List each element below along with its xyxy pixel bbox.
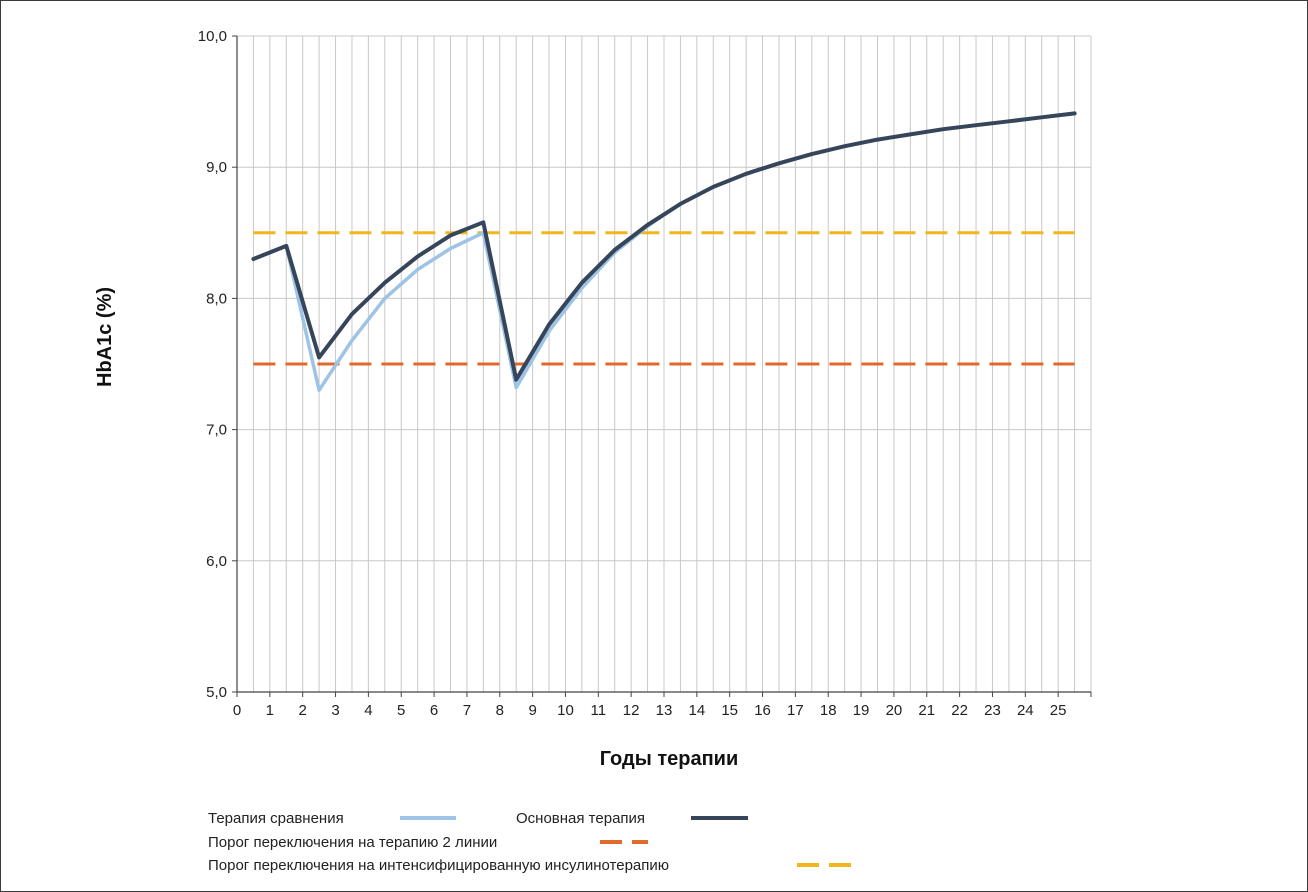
y-axis-title: HbA1c (%)	[94, 287, 116, 387]
x-tick-label: 13	[656, 702, 673, 719]
x-tick-label: 9	[528, 702, 536, 719]
x-tick-label: 22	[951, 702, 968, 719]
x-tick-label: 14	[689, 702, 706, 719]
x-tick-label: 4	[364, 702, 372, 719]
threshold-lines	[253, 231, 1075, 366]
x-tick-label: 16	[754, 702, 771, 719]
x-axis-title: Годы терапии	[600, 748, 739, 770]
y-tick-label: 8,0	[206, 290, 227, 307]
y-tick-label: 9,0	[206, 159, 227, 176]
y-tick-label: 6,0	[206, 553, 227, 570]
y-tick-label: 7,0	[206, 422, 227, 439]
legend-label-threshold-2nd-line: Порог переключения на терапию 2 линии	[208, 834, 497, 851]
x-tick-label: 1	[266, 702, 274, 719]
y-tick-label: 10,0	[198, 28, 227, 45]
legend-label-main: Основная терапия	[516, 810, 645, 827]
x-tick-label: 2	[299, 702, 307, 719]
y-tick-label: 5,0	[206, 684, 227, 701]
legend: Терапия сравнения Основная терапия Порог…	[208, 810, 858, 874]
x-tick-label: 21	[918, 702, 935, 719]
x-tick-label: 3	[331, 702, 339, 719]
axes	[232, 35, 1092, 697]
x-tick-label: 10	[557, 702, 574, 719]
x-tick-label: 24	[1017, 702, 1034, 719]
legend-label-threshold-insulin: Порог переключения на интенсифицированну…	[208, 857, 669, 874]
x-tick-label: 5	[397, 702, 405, 719]
x-tick-label: 6	[430, 702, 438, 719]
series-line-main	[251, 111, 1077, 382]
x-tick-label: 25	[1050, 702, 1067, 719]
x-tick-label: 17	[787, 702, 804, 719]
x-tick-label: 12	[623, 702, 640, 719]
x-tick-label: 8	[496, 702, 504, 719]
x-tick-label: 7	[463, 702, 471, 719]
legend-label-comparison: Терапия сравнения	[208, 810, 344, 827]
x-tick-label: 18	[820, 702, 837, 719]
x-tick-label: 19	[853, 702, 870, 719]
tick-labels: 5,06,07,08,09,010,00 1 2 3 4 5 6 7 8 9 10 11 12 13 14 1…	[198, 28, 1067, 719]
x-tick-label: 11	[591, 702, 607, 719]
x-tick-label: 0	[233, 702, 241, 719]
series-lines	[251, 111, 1077, 392]
x-tick-label: 20	[886, 702, 903, 719]
x-tick-label: 23	[984, 702, 1001, 719]
x-tick-label: 15	[721, 702, 738, 719]
